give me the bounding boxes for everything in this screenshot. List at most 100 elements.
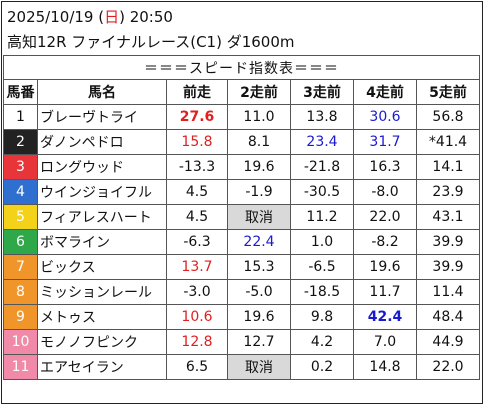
horse-name: ダノンペドロ <box>37 129 167 155</box>
speed-index-value: 22.0 <box>416 354 480 380</box>
speed-index-value: 15.3 <box>227 254 291 280</box>
speed-index-value: 15.8 <box>166 129 228 155</box>
horse-name: フィアレスハート <box>37 204 167 230</box>
table-row: 7 ビックス 13.7 15.3 -6.5 19.6 39.9 <box>3 254 480 280</box>
horse-number: 8 <box>3 279 38 305</box>
horse-name: ビックス <box>37 254 167 280</box>
col-header-5: 5走前 <box>416 79 480 105</box>
speed-index-value: 44.9 <box>416 329 480 355</box>
col-header-4: 4走前 <box>353 79 417 105</box>
table-row: 1 ブレーヴトライ 27.6 11.0 13.8 30.6 56.8 <box>3 104 480 130</box>
horse-number: 6 <box>3 229 38 255</box>
speed-index-value: 43.1 <box>416 204 480 230</box>
table-header-row: 馬番 馬名 前走 2走前 3走前 4走前 5走前 <box>3 79 480 105</box>
speed-index-value: 42.4 <box>353 304 417 330</box>
race-title: 高知12R ファイナルレース(C1) ダ1600m <box>7 33 295 51</box>
speed-index-value: 12.7 <box>227 329 291 355</box>
horse-number: 11 <box>3 354 38 380</box>
speed-index-value: 4.5 <box>166 204 228 230</box>
horse-number: 1 <box>3 104 38 130</box>
speed-index-value: -21.8 <box>290 154 354 180</box>
horse-name: ブレーヴトライ <box>37 104 167 130</box>
table-row: 9 メトゥス 10.6 19.6 9.8 42.4 48.4 <box>3 304 480 330</box>
speed-index-value: -13.3 <box>166 154 228 180</box>
speed-index-value: 39.9 <box>416 229 480 255</box>
table-row: 10 モノノフピンク 12.8 12.7 4.2 7.0 44.9 <box>3 329 480 355</box>
col-header-3: 3走前 <box>290 79 354 105</box>
speed-index-value: 4.5 <box>166 179 228 205</box>
speed-index-value: -6.5 <box>290 254 354 280</box>
horse-name: ミッションレール <box>37 279 167 305</box>
table-row: 5 フィアレスハート 4.5 取消 11.2 22.0 43.1 <box>3 204 480 230</box>
col-header-2: 2走前 <box>227 79 291 105</box>
speed-index-value: 14.8 <box>353 354 417 380</box>
speed-index-value: 19.6 <box>227 304 291 330</box>
speed-index-value: 8.1 <box>227 129 291 155</box>
horse-name: ウインジョイフル <box>37 179 167 205</box>
race-datetime: 2025/10/19 (日) 20:50 <box>7 8 173 26</box>
horse-name: モノノフピンク <box>37 329 167 355</box>
speed-index-value: 11.0 <box>227 104 291 130</box>
speed-index-value: 19.6 <box>227 154 291 180</box>
col-header-last: 前走 <box>166 79 228 105</box>
speed-index-value: 9.8 <box>290 304 354 330</box>
speed-index-value: 13.7 <box>166 254 228 280</box>
speed-index-value: 取消 <box>227 354 291 380</box>
time-text: ) 20:50 <box>119 8 173 26</box>
speed-index-table: ＝＝＝スピード指数表＝＝＝ 馬番 馬名 前走 2走前 3走前 4走前 5走前 1… <box>3 55 480 380</box>
speed-index-value: -8.0 <box>353 179 417 205</box>
horse-name: ボマライン <box>37 229 167 255</box>
table-row: 11 エアセイラン 6.5 取消 0.2 14.8 22.0 <box>3 354 480 380</box>
speed-index-value: -30.5 <box>290 179 354 205</box>
speed-index-value: -8.2 <box>353 229 417 255</box>
table-title: ＝＝＝スピード指数表＝＝＝ <box>3 55 480 80</box>
horse-name: エアセイラン <box>37 354 167 380</box>
speed-index-value: *41.4 <box>416 129 480 155</box>
table-row: 6 ボマライン -6.3 22.4 1.0 -8.2 39.9 <box>3 229 480 255</box>
table-row: 3 ロングウッド -13.3 19.6 -21.8 16.3 14.1 <box>3 154 480 180</box>
speed-index-value: 12.8 <box>166 329 228 355</box>
speed-index-value: 22.4 <box>227 229 291 255</box>
speed-index-value: 13.8 <box>290 104 354 130</box>
speed-index-value: -18.5 <box>290 279 354 305</box>
speed-index-value: -1.9 <box>227 179 291 205</box>
speed-index-value: 22.0 <box>353 204 417 230</box>
speed-index-value: 31.7 <box>353 129 417 155</box>
speed-index-value: 30.6 <box>353 104 417 130</box>
speed-index-value: 1.0 <box>290 229 354 255</box>
horse-name: メトゥス <box>37 304 167 330</box>
speed-index-value: 39.9 <box>416 254 480 280</box>
speed-index-value: -5.0 <box>227 279 291 305</box>
speed-index-value: 6.5 <box>166 354 228 380</box>
horse-name: ロングウッド <box>37 154 167 180</box>
horse-number: 3 <box>3 154 38 180</box>
speed-index-value: 11.4 <box>416 279 480 305</box>
speed-index-value: 16.3 <box>353 154 417 180</box>
date-text: 2025/10/19 ( <box>7 8 105 26</box>
speed-index-value: -6.3 <box>166 229 228 255</box>
speed-index-value: 4.2 <box>290 329 354 355</box>
table-row: 2 ダノンペドロ 15.8 8.1 23.4 31.7 *41.4 <box>3 129 480 155</box>
speed-index-value: 19.6 <box>353 254 417 280</box>
speed-index-value: 56.8 <box>416 104 480 130</box>
speed-index-value: 11.7 <box>353 279 417 305</box>
horse-number: 2 <box>3 129 38 155</box>
speed-index-value: 10.6 <box>166 304 228 330</box>
horse-number: 10 <box>3 329 38 355</box>
speed-index-value: 48.4 <box>416 304 480 330</box>
speed-index-value: 11.2 <box>290 204 354 230</box>
horse-number: 4 <box>3 179 38 205</box>
col-header-num: 馬番 <box>3 79 38 105</box>
speed-index-value: 0.2 <box>290 354 354 380</box>
horse-number: 7 <box>3 254 38 280</box>
col-header-name: 馬名 <box>37 79 167 105</box>
speed-index-value: 取消 <box>227 204 291 230</box>
horse-number: 9 <box>3 304 38 330</box>
speed-index-value: 14.1 <box>416 154 480 180</box>
day-of-week: 日 <box>104 8 120 26</box>
table-row: 4 ウインジョイフル 4.5 -1.9 -30.5 -8.0 23.9 <box>3 179 480 205</box>
table-title-row: ＝＝＝スピード指数表＝＝＝ <box>3 55 480 80</box>
table-row: 8 ミッションレール -3.0 -5.0 -18.5 11.7 11.4 <box>3 279 480 305</box>
speed-index-value: 27.6 <box>166 104 228 130</box>
speed-index-value: -3.0 <box>166 279 228 305</box>
